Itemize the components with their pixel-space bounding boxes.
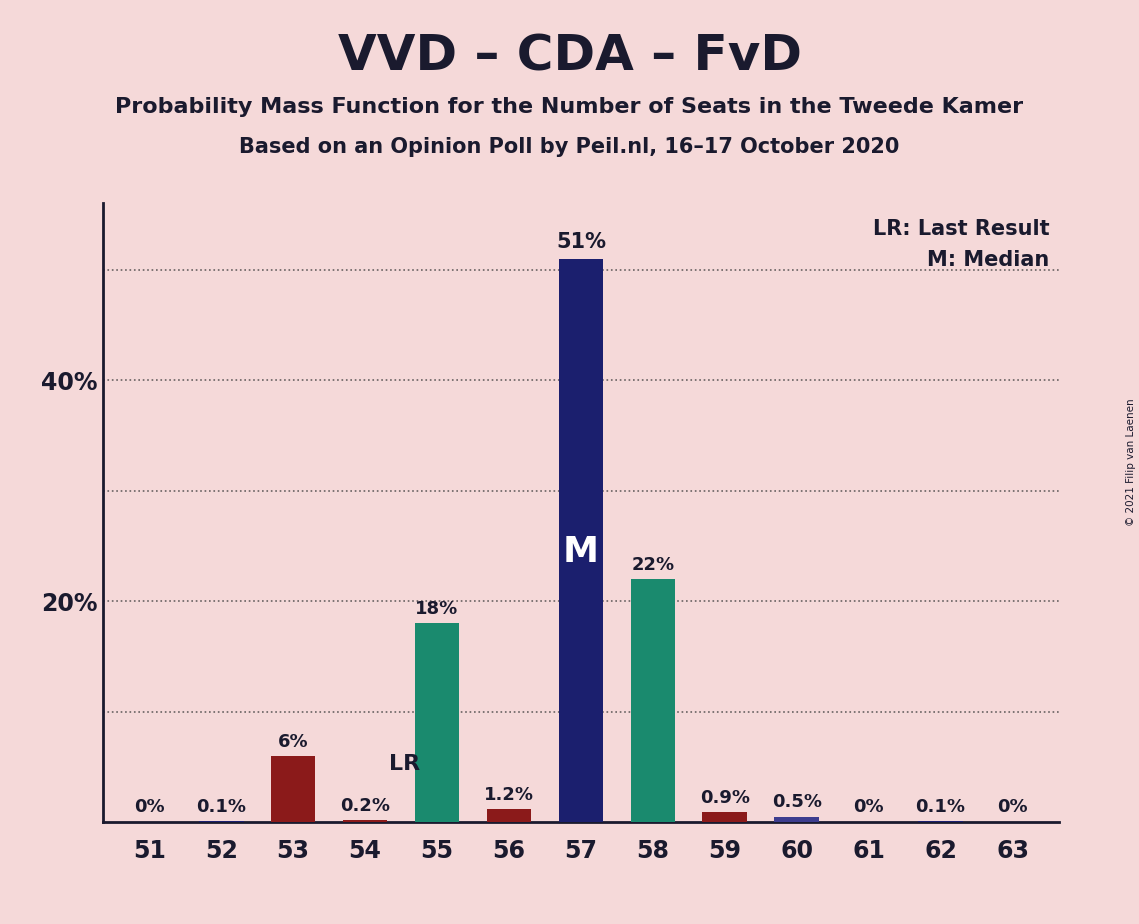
Bar xyxy=(918,821,962,822)
Text: LR: LR xyxy=(390,754,420,773)
Text: Probability Mass Function for the Number of Seats in the Tweede Kamer: Probability Mass Function for the Number… xyxy=(115,97,1024,117)
Bar xyxy=(558,259,604,822)
Text: © 2021 Filip van Laenen: © 2021 Filip van Laenen xyxy=(1126,398,1136,526)
Bar xyxy=(199,821,244,822)
Text: VVD – CDA – FvD: VVD – CDA – FvD xyxy=(337,32,802,80)
Text: 0%: 0% xyxy=(134,797,164,816)
Text: M: M xyxy=(563,535,599,569)
Text: 18%: 18% xyxy=(416,600,459,618)
Text: 51%: 51% xyxy=(556,232,606,252)
Text: 0%: 0% xyxy=(998,797,1027,816)
Bar xyxy=(775,817,819,822)
Bar xyxy=(703,812,747,822)
Text: 0.1%: 0.1% xyxy=(916,797,966,816)
Bar xyxy=(271,756,316,822)
Bar xyxy=(343,821,387,822)
Text: 6%: 6% xyxy=(278,733,309,750)
Text: M: Median: M: Median xyxy=(927,249,1050,270)
Bar xyxy=(631,579,675,822)
Text: 0.5%: 0.5% xyxy=(772,794,821,811)
Text: 1.2%: 1.2% xyxy=(484,785,534,804)
Text: 0%: 0% xyxy=(853,797,884,816)
Bar xyxy=(415,624,459,822)
Text: 0.9%: 0.9% xyxy=(699,789,749,807)
Text: LR: Last Result: LR: Last Result xyxy=(874,219,1050,238)
Text: 22%: 22% xyxy=(631,555,674,574)
Bar xyxy=(486,809,531,822)
Text: 0.1%: 0.1% xyxy=(196,797,246,816)
Text: Based on an Opinion Poll by Peil.nl, 16–17 October 2020: Based on an Opinion Poll by Peil.nl, 16–… xyxy=(239,137,900,157)
Text: 0.2%: 0.2% xyxy=(341,796,390,815)
